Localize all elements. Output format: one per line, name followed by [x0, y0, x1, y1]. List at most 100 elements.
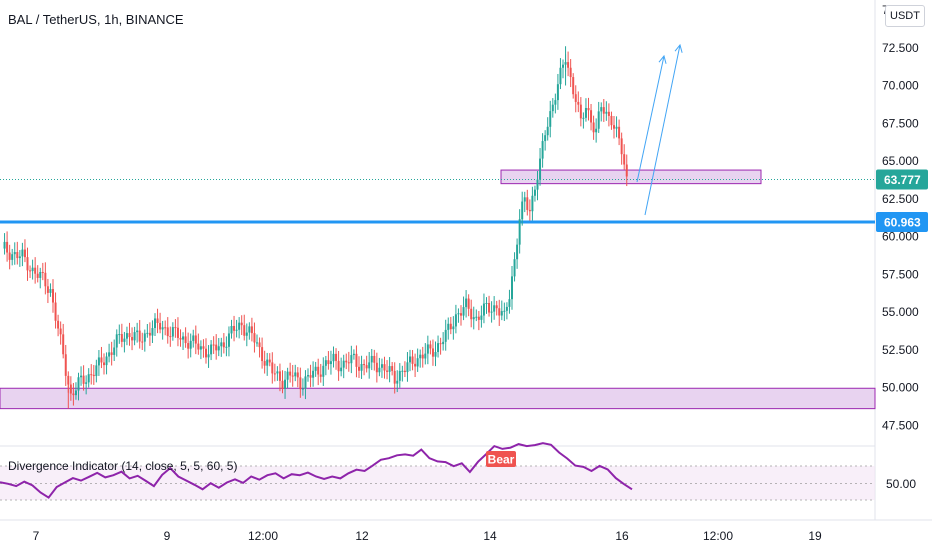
candle-body	[419, 354, 422, 359]
candle-body	[131, 337, 134, 341]
candle-body	[403, 370, 406, 373]
candle-body	[113, 347, 116, 355]
candle-body	[276, 371, 279, 374]
candle-body	[72, 393, 75, 396]
candle-body	[363, 363, 366, 366]
price-tags: 63.777 60.963	[876, 169, 928, 232]
candle-body	[243, 325, 246, 336]
x-tick-label: 16	[615, 529, 629, 543]
candle-body	[365, 365, 368, 369]
candle-body	[539, 158, 542, 180]
candle-body	[26, 257, 29, 271]
candle-body	[304, 376, 307, 389]
candle-body	[115, 334, 118, 348]
candle-body	[253, 333, 256, 343]
candle-body	[615, 126, 618, 129]
chart-title: BAL / TetherUS, 1h, BINANCE	[8, 12, 184, 27]
candle-body	[90, 374, 93, 376]
candle-body	[227, 333, 230, 347]
x-tick-label: 12	[355, 529, 369, 543]
candle-body	[159, 322, 162, 330]
candle-body	[577, 101, 580, 105]
current-price-tag	[876, 169, 928, 190]
candle-body	[317, 366, 320, 375]
candle-body	[342, 360, 345, 368]
level-price-tag-label: 60.963	[884, 215, 921, 229]
y-tick-label: 50.000	[882, 381, 919, 395]
candle-body	[299, 377, 302, 390]
candle-body	[250, 326, 253, 334]
candle-body	[347, 362, 350, 364]
candle-body	[179, 337, 182, 340]
candle-body	[556, 84, 559, 101]
candle-body	[526, 197, 529, 210]
candle-body	[123, 338, 126, 342]
candle-body	[324, 360, 327, 366]
candle-body	[546, 126, 549, 136]
zones-layer	[0, 169, 876, 410]
candle-body	[396, 380, 399, 384]
bear-badge	[486, 451, 516, 467]
x-tick-label: 9	[164, 529, 171, 543]
candle-body	[482, 303, 485, 316]
candle-body	[248, 326, 251, 333]
y-tick-label: 55.000	[882, 305, 919, 319]
candle-body	[391, 366, 394, 371]
candle-body	[39, 272, 42, 278]
candle-body	[182, 336, 185, 340]
candle-body	[513, 259, 516, 277]
currency-button[interactable]: USDT	[885, 5, 925, 27]
candle-body	[426, 344, 429, 354]
candle-body	[411, 356, 414, 364]
candle-body	[314, 366, 317, 371]
candle-body	[307, 375, 309, 377]
candle-body	[34, 267, 37, 274]
candle-body	[528, 209, 531, 212]
candle-body	[597, 111, 600, 129]
candle-body	[498, 308, 501, 316]
y-tick-label: 52.500	[882, 343, 919, 357]
candle-body	[125, 333, 128, 339]
candle-body	[439, 343, 442, 345]
candle-body	[447, 323, 450, 330]
candle-body	[579, 104, 582, 119]
candle-body	[268, 359, 271, 363]
candle-body	[312, 370, 315, 378]
candle-body	[100, 357, 103, 363]
candle-body	[271, 362, 274, 374]
candle-body	[375, 362, 378, 373]
candle-body	[406, 362, 409, 373]
candle-body	[41, 272, 44, 274]
levels-layer	[0, 178, 875, 224]
candle-body	[503, 310, 506, 312]
candle-body	[434, 352, 437, 357]
indicator-band	[0, 466, 875, 500]
x-tick-label: 14	[483, 529, 497, 543]
candle-body	[220, 342, 223, 347]
projection-arrow-1	[636, 55, 665, 183]
candle-body	[421, 354, 424, 359]
candle-body	[465, 298, 468, 308]
candle-body	[574, 94, 577, 102]
candle-body	[569, 67, 572, 78]
x-tick-label: 7	[33, 529, 40, 543]
candle-body	[169, 336, 172, 338]
support-zone	[0, 387, 876, 410]
candle-body	[82, 375, 85, 384]
candle-body	[523, 197, 526, 202]
candle-body	[215, 344, 218, 351]
candle-body	[59, 328, 62, 335]
candle-body	[235, 329, 238, 331]
candle-body	[273, 373, 276, 375]
candle-body	[605, 111, 608, 114]
candle-body	[350, 355, 353, 364]
candle-body	[77, 377, 80, 391]
candle-body	[164, 327, 167, 329]
candle-body	[74, 390, 77, 396]
candle-body	[625, 164, 628, 177]
candle-body	[289, 371, 292, 376]
candle-body	[358, 366, 360, 371]
candle-body	[57, 320, 60, 329]
y-tick-label: 60.000	[882, 230, 919, 244]
